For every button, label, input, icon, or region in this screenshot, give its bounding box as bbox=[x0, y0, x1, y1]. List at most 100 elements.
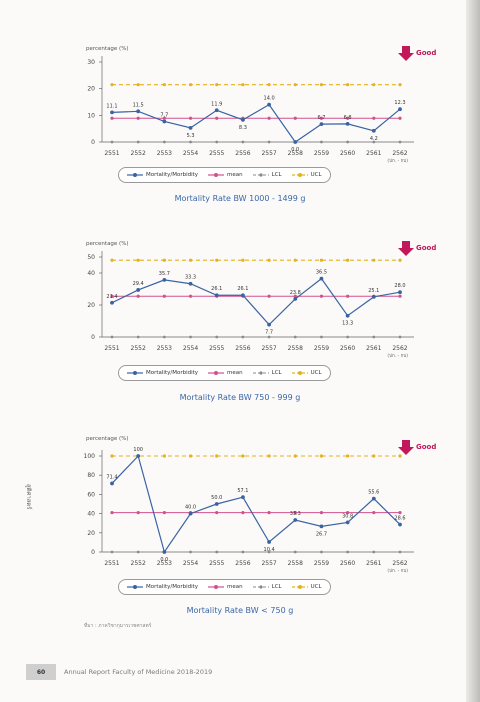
data-point-ucl bbox=[398, 258, 402, 262]
data-point-ucl bbox=[372, 83, 376, 87]
data-point-lcl bbox=[136, 140, 140, 144]
data-point-ucl bbox=[136, 258, 140, 262]
data-label: 29.4 bbox=[133, 281, 144, 287]
data-point-lcl bbox=[320, 550, 323, 554]
data-label: 13.3 bbox=[342, 321, 353, 327]
x-tick-label: 2558 bbox=[288, 345, 303, 352]
data-point-mean bbox=[188, 116, 193, 120]
legend-mean-label: mean bbox=[227, 172, 243, 178]
chart-block-1: percentage (%) 0 10 20 30 2551 2552 2553 2554 255… bbox=[0, 40, 480, 210]
data-label: 7.7 bbox=[160, 112, 168, 118]
data-point-mortality-morbidity bbox=[371, 128, 376, 133]
data-point-ucl bbox=[398, 454, 402, 458]
data-point-mean bbox=[136, 116, 140, 120]
x-axis-unit: (ปก. - กบ) bbox=[387, 158, 408, 164]
legend-ucl-swatch bbox=[291, 585, 308, 589]
x-axis-unit: (ปก. - กบ) bbox=[387, 568, 408, 574]
data-point-mean bbox=[162, 116, 166, 120]
x-tick-label: 2559 bbox=[314, 150, 329, 157]
x-tick-label: 2559 bbox=[314, 560, 329, 567]
chart-3-legend: Mortality/Morbidity mean LCL UCL bbox=[118, 579, 331, 595]
data-point-mean bbox=[267, 294, 271, 298]
data-point-ucl bbox=[267, 258, 271, 262]
data-point-mortality-morbidity bbox=[136, 454, 141, 458]
data-point-ucl bbox=[136, 83, 140, 87]
legend-mean-swatch bbox=[208, 173, 225, 177]
legend-mean-swatch bbox=[208, 371, 225, 375]
x-tick-label: 2553 bbox=[157, 150, 172, 157]
x-tick-label: 2558 bbox=[288, 150, 303, 157]
data-point-lcl bbox=[372, 140, 376, 144]
y-tick-label: 20 bbox=[87, 302, 95, 309]
good-arrow-icon bbox=[402, 241, 410, 248]
y-tick-label: 20 bbox=[87, 530, 95, 537]
x-tick-label: 2552 bbox=[131, 345, 146, 352]
data-point-lcl bbox=[398, 335, 402, 339]
data-point-ucl bbox=[319, 258, 324, 262]
x-tick-label: 2557 bbox=[261, 150, 276, 157]
data-point-ucl bbox=[241, 83, 245, 87]
data-point-mortality-morbidity bbox=[214, 108, 219, 113]
data-point-lcl bbox=[372, 335, 376, 339]
data-point-mortality-morbidity bbox=[241, 293, 245, 298]
series-line-mortality-morbidity bbox=[111, 454, 401, 554]
x-tick-label: 2557 bbox=[261, 345, 276, 352]
data-point-mortality-morbidity bbox=[110, 110, 114, 115]
series-line-mortality-morbidity bbox=[111, 103, 401, 143]
x-tick-label: 2560 bbox=[340, 345, 355, 352]
legend-ucl: UCL bbox=[291, 584, 322, 590]
data-point-lcl bbox=[215, 550, 219, 554]
legend-mortality-swatch bbox=[127, 371, 143, 375]
legend-lcl-swatch bbox=[252, 585, 269, 589]
y-tick-label: 10 bbox=[87, 112, 95, 119]
x-tick-label: 2551 bbox=[104, 560, 119, 567]
data-point-lcl bbox=[110, 140, 114, 144]
x-axis-unit: (ปก. - กบ) bbox=[387, 353, 408, 359]
legend-ucl-label: UCL bbox=[310, 584, 322, 590]
data-point-mortality-morbidity bbox=[110, 300, 114, 305]
data-point-lcl bbox=[110, 335, 114, 339]
data-point-mean bbox=[136, 294, 140, 298]
data-point-lcl bbox=[267, 335, 271, 339]
side-margin-mark: สูติศาสตร์ bbox=[25, 484, 32, 510]
data-point-lcl bbox=[320, 335, 323, 339]
data-point-lcl bbox=[136, 550, 140, 554]
good-label: Good bbox=[416, 49, 436, 57]
data-point-mortality-morbidity bbox=[398, 290, 402, 295]
data-point-ucl bbox=[346, 83, 350, 87]
data-point-ucl bbox=[319, 454, 324, 458]
data-point-mean bbox=[398, 511, 402, 515]
data-point-ucl bbox=[188, 83, 193, 87]
data-point-mean bbox=[319, 294, 324, 298]
x-tick-label: 2555 bbox=[209, 150, 224, 157]
data-point-mortality-morbidity bbox=[162, 277, 167, 282]
data-point-mortality-morbidity bbox=[293, 297, 298, 301]
good-arrow-icon bbox=[402, 46, 410, 53]
x-tick-label: 2560 bbox=[340, 560, 355, 567]
data-label: 6.7 bbox=[317, 115, 325, 121]
legend-mean-swatch bbox=[208, 585, 225, 589]
legend-ucl-swatch bbox=[291, 173, 308, 177]
data-point-lcl bbox=[189, 140, 192, 144]
data-point-mortality-morbidity bbox=[214, 502, 219, 506]
data-point-mean bbox=[215, 511, 219, 515]
chart-block-3: percentage (%) 0 20 40 60 80 100 2551 2552 2553 25… bbox=[0, 430, 480, 620]
y-axis-label: percentage (%) bbox=[86, 436, 129, 442]
data-point-mean bbox=[267, 511, 271, 515]
data-point-lcl bbox=[241, 335, 245, 339]
x-tick-label: 2552 bbox=[131, 150, 146, 157]
legend-ucl-label: UCL bbox=[310, 370, 322, 376]
data-point-lcl bbox=[189, 335, 192, 339]
page-number: 60 bbox=[26, 664, 56, 680]
y-tick-label: 0 bbox=[91, 139, 95, 146]
data-point-mean bbox=[293, 511, 297, 515]
x-tick-label: 2561 bbox=[366, 150, 381, 157]
x-tick-label: 2558 bbox=[288, 560, 303, 567]
data-point-mortality-morbidity bbox=[241, 117, 245, 122]
data-label: 6.8 bbox=[344, 115, 352, 121]
legend-mortality-swatch bbox=[127, 173, 143, 177]
data-point-mean bbox=[293, 294, 297, 298]
data-point-mean bbox=[293, 116, 297, 120]
data-point-ucl bbox=[215, 258, 219, 262]
data-point-mortality-morbidity bbox=[188, 281, 193, 286]
